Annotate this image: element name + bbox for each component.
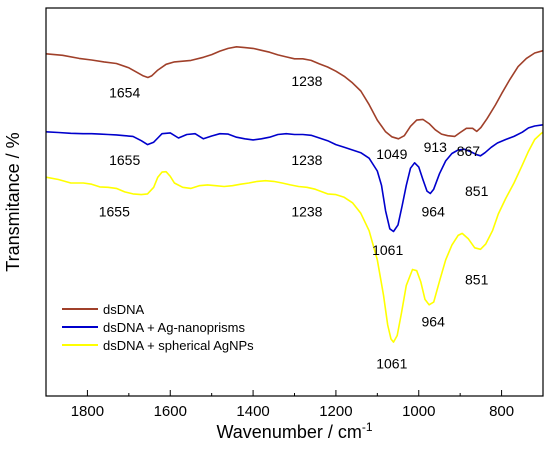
x-tick-label-0: 1800	[71, 403, 104, 420]
peak-label-4: 867	[457, 143, 481, 159]
series-line-1	[45, 124, 544, 233]
legend-label-0: dsDNA	[103, 302, 145, 317]
x-tick-label-5: 800	[489, 403, 514, 420]
legend-label-1: dsDNA + Ag-nanoprisms	[103, 320, 245, 335]
peak-label-1: 1238	[291, 73, 322, 89]
peak-label-0: 1654	[109, 85, 140, 101]
annotation-layer: 1654 1238 1049 913 867 1655 1238 964 851 1655 1238…	[99, 73, 489, 372]
peak-label-7: 964	[422, 204, 446, 220]
series-line-2	[45, 131, 544, 343]
x-tick-label-2: 1400	[236, 403, 269, 420]
tick-layer: 1800 1600 1400 1200 1000 800	[45, 390, 544, 420]
series-line-0	[45, 46, 544, 140]
peak-label-14: 1061	[376, 356, 407, 372]
x-tick-label-3: 1200	[319, 403, 352, 420]
peak-label-3: 913	[424, 139, 448, 155]
x-tick-label-4: 1000	[402, 403, 435, 420]
peak-label-9: 1655	[99, 204, 130, 220]
x-axis-title: Wavenumber / cm-1	[216, 420, 372, 442]
peak-label-11: 1061	[372, 242, 403, 258]
peak-label-2: 1049	[376, 146, 407, 162]
y-axis-title: Transmitance / %	[3, 132, 23, 271]
peak-label-10: 1238	[291, 204, 322, 220]
x-axis-title-superscript: -1	[362, 420, 373, 434]
peak-label-5: 1655	[109, 152, 140, 168]
legend: dsDNA dsDNA + Ag-nanoprisms dsDNA + spheri…	[62, 302, 254, 353]
x-tick-label-1: 1600	[154, 403, 187, 420]
legend-label-2: dsDNA + spherical AgNPs	[103, 338, 254, 353]
peak-label-6: 1238	[291, 152, 322, 168]
x-axis-title-text: Wavenumber / cm	[216, 422, 361, 442]
series-layer	[45, 46, 544, 343]
peak-label-12: 851	[465, 271, 489, 287]
peak-label-13: 964	[422, 314, 446, 330]
peak-label-8: 851	[465, 183, 489, 199]
